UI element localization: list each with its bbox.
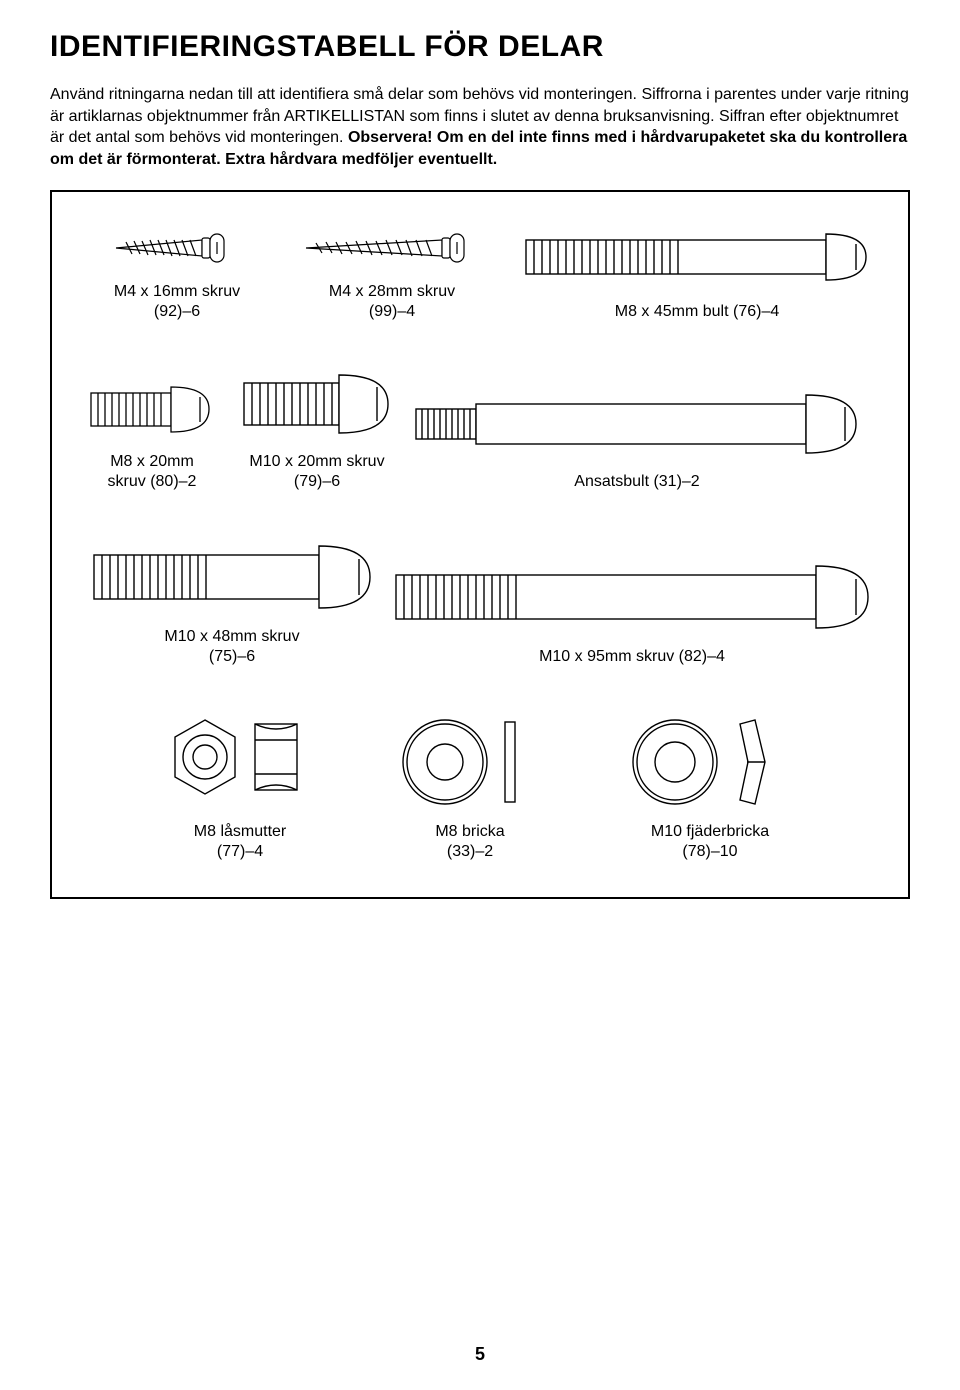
bolt-icon [240, 367, 395, 442]
part-m4-28: M4 x 28mm skruv (99)–4 [277, 224, 507, 322]
part-label: M10 x 48mm skruv [164, 628, 299, 645]
bolt-icon [87, 377, 217, 442]
part-m10-20: M10 x 20mm skruv (79)–6 [227, 367, 407, 492]
chart-row: M10 x 48mm skruv (75)–6 [77, 537, 883, 667]
part-label: M8 x 20mm [110, 453, 194, 470]
part-label: M8 låsmutter [194, 823, 286, 840]
page-number: 5 [475, 1344, 485, 1365]
bolt-icon [90, 537, 375, 617]
part-label: M10 x 95mm skruv (82)–4 [539, 648, 725, 665]
part-m4-16: M4 x 16mm skruv (92)–6 [77, 224, 277, 322]
screw-icon [302, 224, 482, 272]
spring-washer-icon [620, 712, 800, 812]
part-ref: (78)–10 [682, 843, 737, 860]
part-label: M10 fjäderbricka [651, 823, 769, 840]
part-label: M8 x 45mm bult (76)–4 [615, 303, 780, 320]
part-ref: (92)–6 [154, 303, 200, 320]
part-ref: skruv (80)–2 [108, 473, 197, 490]
part-locknut: M8 låsmutter (77)–4 [155, 712, 325, 862]
parts-chart: M4 x 16mm skruv (92)–6 [50, 190, 910, 899]
chart-row: M8 x 20mm skruv (80)–2 M10 x [77, 367, 883, 492]
part-spring-washer: M10 fjäderbricka (78)–10 [615, 712, 805, 862]
part-ref: (33)–2 [447, 843, 493, 860]
bolt-icon [412, 387, 862, 462]
bolt-icon [392, 557, 872, 637]
part-shoulder-bolt: Ansatsbult (31)–2 [407, 387, 867, 492]
part-m10-95: M10 x 95mm skruv (82)–4 [387, 557, 877, 667]
intro-paragraph: Använd ritningarna nedan till att identi… [50, 84, 910, 170]
nut-icon [160, 712, 320, 812]
bolt-icon [522, 222, 872, 292]
part-m10-48: M10 x 48mm skruv (75)–6 [77, 537, 387, 667]
page-title: IDENTIFIERINGSTABELL FÖR DELAR [50, 30, 910, 64]
part-ref: (77)–4 [217, 843, 263, 860]
part-label: M4 x 16mm skruv [114, 283, 240, 300]
washer-icon [390, 712, 550, 812]
part-label: Ansatsbult (31)–2 [574, 473, 699, 490]
part-ref: (79)–6 [294, 473, 340, 490]
part-label: M10 x 20mm skruv [249, 453, 384, 470]
chart-row: M8 låsmutter (77)–4 M8 bricka (33)–2 [77, 712, 883, 862]
part-m8-45-bolt: M8 x 45mm bult (76)–4 [517, 222, 877, 322]
part-ref: (99)–4 [369, 303, 415, 320]
chart-row: M4 x 16mm skruv (92)–6 [77, 222, 883, 322]
part-ref: (75)–6 [209, 648, 255, 665]
part-label: M8 bricka [435, 823, 504, 840]
screw-icon [112, 224, 242, 272]
part-m8-20: M8 x 20mm skruv (80)–2 [77, 377, 227, 492]
part-washer: M8 bricka (33)–2 [385, 712, 555, 862]
part-label: M4 x 28mm skruv [329, 283, 455, 300]
